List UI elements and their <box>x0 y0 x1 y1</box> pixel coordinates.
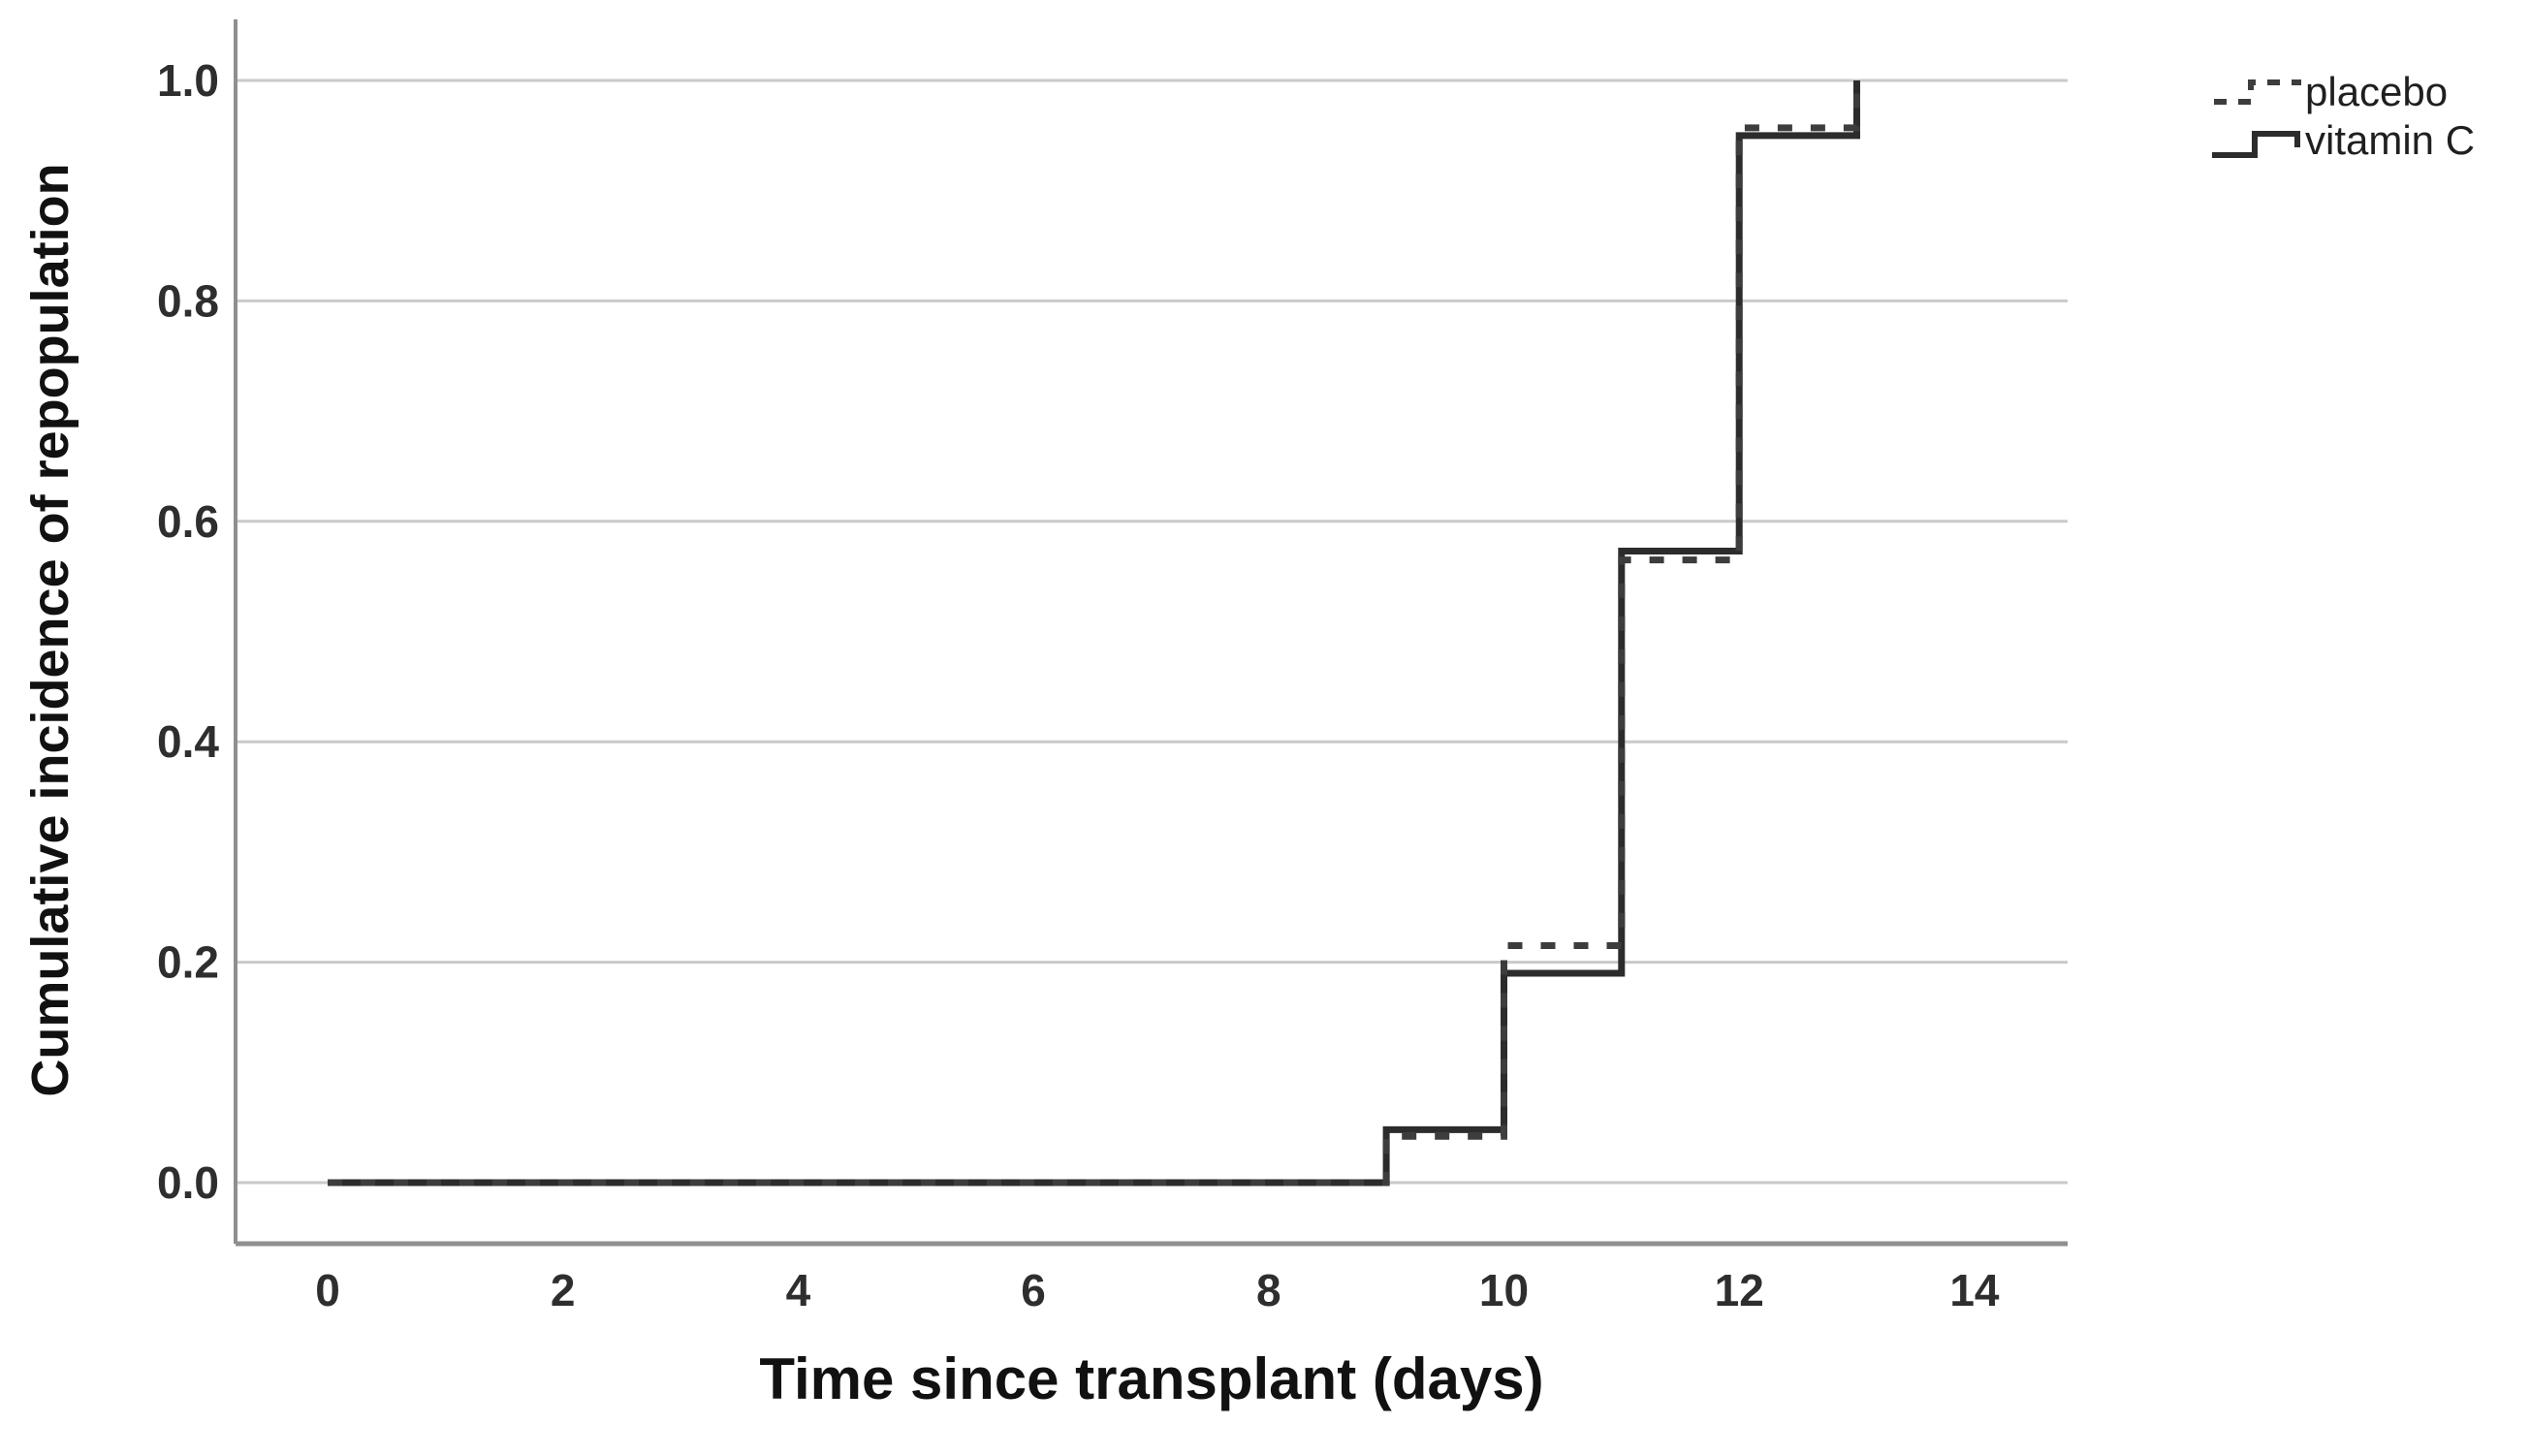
y-tick-label-0.6: 0.6 <box>157 496 219 547</box>
y-tick-label-1.0: 1.0 <box>157 55 219 106</box>
x-tick-label-6: 6 <box>1021 1265 1046 1315</box>
x-tick-label-14: 14 <box>1949 1265 2000 1315</box>
series-line-vitamin-c <box>328 80 1860 1187</box>
legend-item-placebo: placebo <box>2208 70 2475 114</box>
legend-label-vitamin-c: vitamin C <box>2305 117 2476 163</box>
series-line-placebo <box>328 80 1860 1187</box>
y-tick-label-0.2: 0.2 <box>157 937 219 988</box>
x-tick-label-10: 10 <box>1479 1265 1529 1315</box>
x-axis-title: Time since transplant (days) <box>759 1346 1544 1411</box>
x-tick-label-4: 4 <box>786 1265 811 1315</box>
x-tick-label-0: 0 <box>315 1265 340 1315</box>
x-tick-label-8: 8 <box>1256 1265 1281 1315</box>
x-tick-label-2: 2 <box>551 1265 576 1315</box>
y-axis-title: Cumulative incidence of repopulation <box>21 163 79 1097</box>
y-tick-label-0.4: 0.4 <box>157 716 219 767</box>
solid-step-line-icon <box>2212 131 2300 158</box>
legend-label-placebo: placebo <box>2305 69 2449 114</box>
legend: placebo vitamin C <box>2208 70 2475 163</box>
x-tick-label-12: 12 <box>1715 1265 1764 1315</box>
dashed-step-line-icon <box>2214 79 2301 105</box>
legend-item-vitamin-c: vitamin C <box>2208 118 2475 163</box>
y-tick-label-0.8: 0.8 <box>157 275 219 326</box>
y-tick-label-0.0: 0.0 <box>157 1157 219 1208</box>
